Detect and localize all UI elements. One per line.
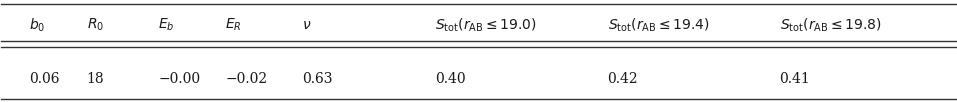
Text: 18: 18: [87, 72, 104, 86]
Text: $S_{\mathrm{tot}}(r_{\mathrm{AB}} \leq 19.4)$: $S_{\mathrm{tot}}(r_{\mathrm{AB}} \leq 1…: [608, 16, 709, 34]
Text: $R_0$: $R_0$: [87, 17, 104, 33]
Text: 0.40: 0.40: [435, 72, 466, 86]
Text: $b_0$: $b_0$: [30, 16, 46, 34]
Text: −0.02: −0.02: [225, 72, 267, 86]
Text: 0.63: 0.63: [301, 72, 332, 86]
Text: 0.42: 0.42: [608, 72, 638, 86]
Text: −0.00: −0.00: [158, 72, 201, 86]
Text: $S_{\mathrm{tot}}(r_{\mathrm{AB}} \leq 19.8)$: $S_{\mathrm{tot}}(r_{\mathrm{AB}} \leq 1…: [780, 16, 880, 34]
Text: $S_{\mathrm{tot}}(r_{\mathrm{AB}} \leq 19.0)$: $S_{\mathrm{tot}}(r_{\mathrm{AB}} \leq 1…: [435, 16, 537, 34]
Text: $\nu$: $\nu$: [301, 18, 311, 32]
Text: $E_R$: $E_R$: [225, 17, 242, 33]
Text: 0.41: 0.41: [780, 72, 811, 86]
Text: 0.06: 0.06: [30, 72, 60, 86]
Text: $E_b$: $E_b$: [158, 17, 175, 33]
